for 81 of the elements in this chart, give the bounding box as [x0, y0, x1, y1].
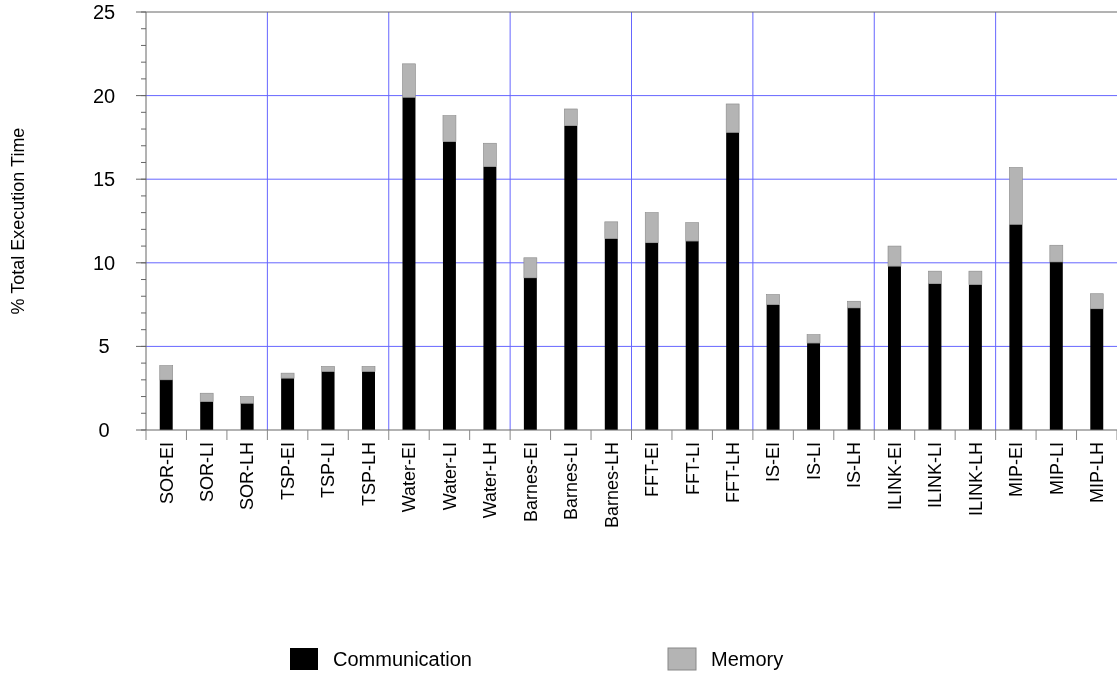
- x-tick-label: TSP-LI: [318, 442, 339, 499]
- x-tick-label: Barnes-EI: [520, 442, 541, 523]
- bar: [483, 166, 497, 430]
- x-tick-label: MIP-EI: [1006, 442, 1027, 498]
- x-tick-label: Barnes-LI: [561, 442, 582, 521]
- y-tick-label: 0: [98, 419, 110, 441]
- x-tick-label: SOR-LH: [237, 442, 258, 511]
- bar: [159, 365, 173, 381]
- bar: [361, 366, 376, 372]
- bar: [523, 277, 537, 430]
- bar: [240, 403, 254, 430]
- bar: [564, 108, 578, 126]
- x-tick-label: SOR-LI: [196, 442, 217, 503]
- y-tick-label: 10: [92, 251, 116, 274]
- bar: [442, 115, 457, 142]
- x-tick-label: MIP-LH: [1087, 442, 1108, 504]
- bar: [362, 371, 375, 430]
- bar: [280, 372, 295, 379]
- bar: [159, 379, 173, 430]
- bar: [523, 257, 538, 279]
- bar: [887, 245, 902, 267]
- x-tick-label: Water-LH: [480, 442, 501, 519]
- x-tick-label: Barnes-LH: [601, 442, 622, 529]
- bar: [564, 125, 578, 430]
- bar: [1009, 167, 1023, 225]
- y-tick-label: 20: [92, 84, 116, 107]
- x-tick-label: ILINK-LI: [925, 442, 946, 509]
- bar: [1090, 308, 1104, 430]
- bar: [928, 283, 942, 430]
- x-tick-label: Water-LI: [439, 442, 460, 511]
- x-tick-label: SOR-EI: [156, 442, 177, 505]
- x-tick-label: FFT-EI: [642, 442, 663, 497]
- x-tick-label: IS-LH: [844, 442, 865, 489]
- bar: [766, 304, 780, 430]
- bar: [442, 141, 456, 430]
- x-tick-label: IS-LI: [803, 442, 824, 481]
- y-axis-title: % Total Execution Time: [8, 127, 28, 315]
- bar: [483, 142, 497, 167]
- bar: [200, 401, 214, 430]
- x-tick-label: TSP-EI: [277, 442, 298, 501]
- bar: [888, 266, 901, 430]
- bar: [604, 221, 619, 239]
- bar: [1049, 244, 1064, 263]
- bar: [199, 392, 214, 402]
- bar: [685, 241, 699, 430]
- bar: [968, 284, 982, 430]
- bar: [847, 300, 861, 309]
- x-tick-label: TSP-LH: [358, 442, 379, 507]
- bar: [604, 238, 618, 430]
- x-tick-label: FFT-LI: [682, 442, 703, 495]
- bar: [1049, 261, 1063, 430]
- bar: [847, 307, 861, 430]
- bar: [806, 334, 821, 344]
- bar: [321, 366, 335, 372]
- bar: [968, 270, 983, 285]
- bar: [726, 132, 740, 430]
- y-tick-label: 25: [92, 1, 116, 23]
- x-tick-label: ILINK-EI: [884, 442, 905, 511]
- bar: [807, 343, 821, 430]
- bar: [685, 222, 699, 242]
- x-tick-label: FFT-LH: [722, 442, 743, 503]
- bar: [928, 270, 942, 284]
- legend-label: Communication: [333, 648, 472, 670]
- bar: [766, 294, 780, 305]
- x-tick-label: Water-EI: [399, 442, 420, 513]
- bar: [402, 63, 416, 98]
- bar: [1009, 224, 1023, 430]
- x-tick-label: ILINK-LH: [965, 442, 986, 517]
- y-tick-label: 5: [98, 335, 110, 358]
- bar: [1090, 293, 1104, 310]
- bar: [240, 396, 254, 404]
- bar: [402, 97, 416, 430]
- bar: [725, 103, 740, 133]
- bar: [645, 242, 659, 430]
- bar: [644, 212, 659, 244]
- bar: [281, 378, 295, 430]
- y-tick-label: 15: [92, 168, 116, 191]
- bar: [321, 371, 335, 430]
- legend-label: Memory: [711, 648, 784, 670]
- x-tick-label: MIP-LI: [1046, 442, 1067, 496]
- x-tick-label: IS-EI: [763, 442, 784, 483]
